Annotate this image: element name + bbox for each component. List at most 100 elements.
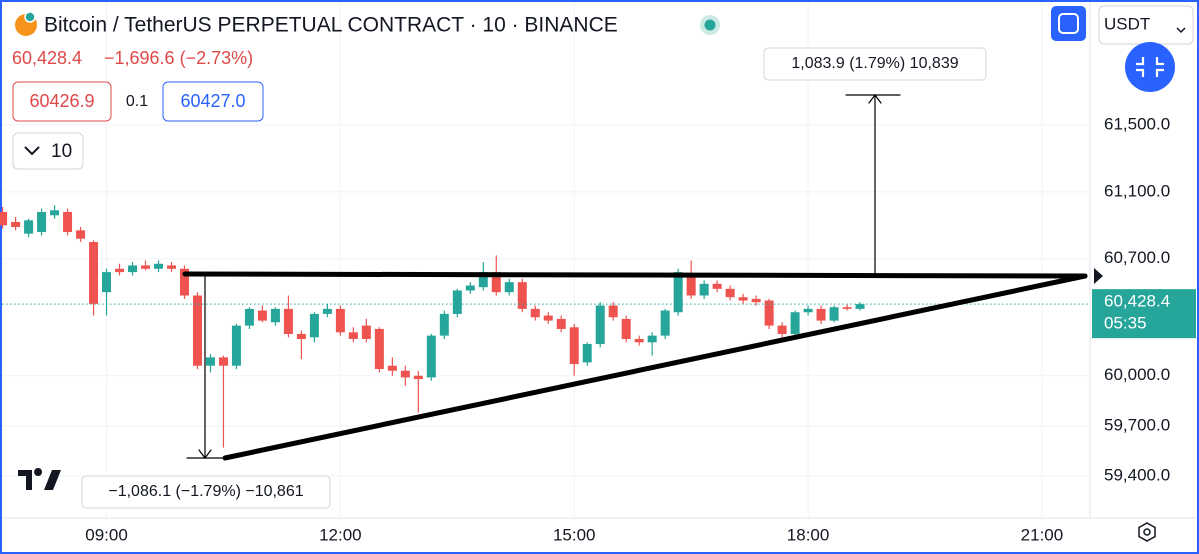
triangle-drawing: [182, 94, 1088, 461]
spread: 0.1: [126, 93, 148, 110]
status-dot: [704, 19, 716, 31]
sell-button[interactable]: [12, 81, 112, 122]
interval-button[interactable]: [12, 132, 84, 170]
bid[interactable]: 60426.9: [29, 91, 94, 111]
candle-body: [231, 325, 241, 366]
fullscreen-button[interactable]: [1051, 6, 1086, 41]
coin-badge: [24, 11, 36, 23]
candle-body: [361, 325, 371, 339]
interval[interactable]: 10: [51, 141, 72, 162]
countdown: 05:35: [1104, 314, 1147, 333]
candle-body: [244, 308, 254, 326]
candle-body: [348, 332, 358, 339]
candle-body: [63, 211, 73, 233]
line-marker: [1094, 268, 1103, 284]
candle-body: [751, 298, 761, 303]
candle-body: [686, 273, 696, 296]
candle-body: [283, 308, 293, 334]
candle-body: [660, 310, 670, 336]
candle-body: [608, 305, 618, 318]
price-tag-bg: [1092, 289, 1196, 339]
candle-body: [218, 357, 228, 366]
settings-button[interactable]: [1138, 522, 1156, 542]
candles: [0, 205, 865, 448]
candle-body: [725, 288, 735, 298]
candle-body: [634, 338, 644, 343]
chevron: [1176, 27, 1186, 34]
x-tick-label: 21:00: [1021, 525, 1064, 544]
candle-body: [102, 272, 112, 293]
candle-body: [153, 263, 163, 269]
candle-body: [816, 308, 826, 321]
logo: [18, 468, 61, 490]
y-tick-label: 60,000.0: [1104, 365, 1170, 384]
arrowhead: [198, 449, 212, 459]
candle-body: [647, 335, 657, 343]
candle-body: [24, 220, 34, 234]
currency[interactable]: USDT: [1104, 14, 1150, 33]
y-tick-label: 59,400.0: [1104, 466, 1170, 485]
candle-body: [699, 283, 709, 296]
annotation-box: [763, 47, 987, 81]
chart-title: Bitcoin / TetherUS PERPETUAL CONTRACT · …: [44, 14, 618, 37]
candle-body: [764, 300, 774, 326]
candle-body: [322, 308, 332, 314]
candle-body: [543, 315, 553, 321]
candle-body: [439, 313, 449, 336]
candle-body: [257, 310, 267, 321]
x-tick-label: 15:00: [553, 525, 596, 544]
candle-body: [517, 282, 527, 309]
candle-body: [270, 308, 280, 323]
candle-body: [192, 295, 202, 366]
x-tick-label: 09:00: [85, 525, 128, 544]
annotation: 1,083.9 (1.79%) 10,839: [791, 55, 958, 72]
candle-body: [309, 313, 319, 338]
candle-body: [465, 285, 475, 291]
ask[interactable]: 60427.0: [180, 91, 245, 111]
candle-body: [76, 230, 86, 239]
candle-body: [426, 335, 436, 378]
candle-body: [478, 272, 488, 288]
candle-body: [205, 357, 215, 366]
fullscreen-icon: [1058, 13, 1079, 34]
collapse-button[interactable]: [1125, 42, 1175, 92]
collapse-icon: [1136, 57, 1164, 77]
candle-body: [115, 268, 125, 273]
candle-body: [855, 304, 865, 309]
candle-body: [452, 290, 462, 314]
candle-body: [569, 327, 579, 365]
annotation: −1,086.1 (−1.79%) −10,861: [108, 483, 303, 500]
x-tick-label: 12:00: [319, 525, 362, 544]
candle-body: [400, 370, 410, 378]
candle-body: [413, 375, 423, 380]
x-tick-label: 18:00: [787, 525, 830, 544]
y-tick-label: 59,700.0: [1104, 415, 1170, 434]
candle-body: [335, 308, 345, 333]
settings-icon: [1143, 528, 1151, 536]
candle-body: [556, 318, 566, 329]
price-tag-value: 60,428.4: [1104, 292, 1170, 311]
last-price: 60,428.4: [12, 48, 82, 68]
candle-body: [11, 221, 21, 227]
candle-body: [128, 265, 138, 273]
y-tick-label: 60,700.0: [1104, 248, 1170, 267]
support-line: [222, 273, 1088, 461]
candle-body: [582, 343, 592, 363]
candle-body: [296, 333, 306, 339]
y-tick-label: 61,100.0: [1104, 181, 1170, 200]
candle-body: [803, 308, 813, 313]
candle-body: [777, 325, 787, 334]
candle-body: [530, 308, 540, 318]
buy-button[interactable]: [162, 81, 264, 122]
price-tag: 60,428.4 05:35: [1092, 289, 1196, 339]
chevron: [24, 146, 40, 156]
candle-body: [842, 307, 852, 309]
candle-body: [504, 282, 514, 293]
candle-body: [595, 305, 605, 344]
candle-body: [37, 211, 47, 233]
change: −1,696.6 (−2.73%): [104, 48, 253, 68]
candle-body: [50, 210, 60, 216]
candle-body: [829, 307, 839, 321]
